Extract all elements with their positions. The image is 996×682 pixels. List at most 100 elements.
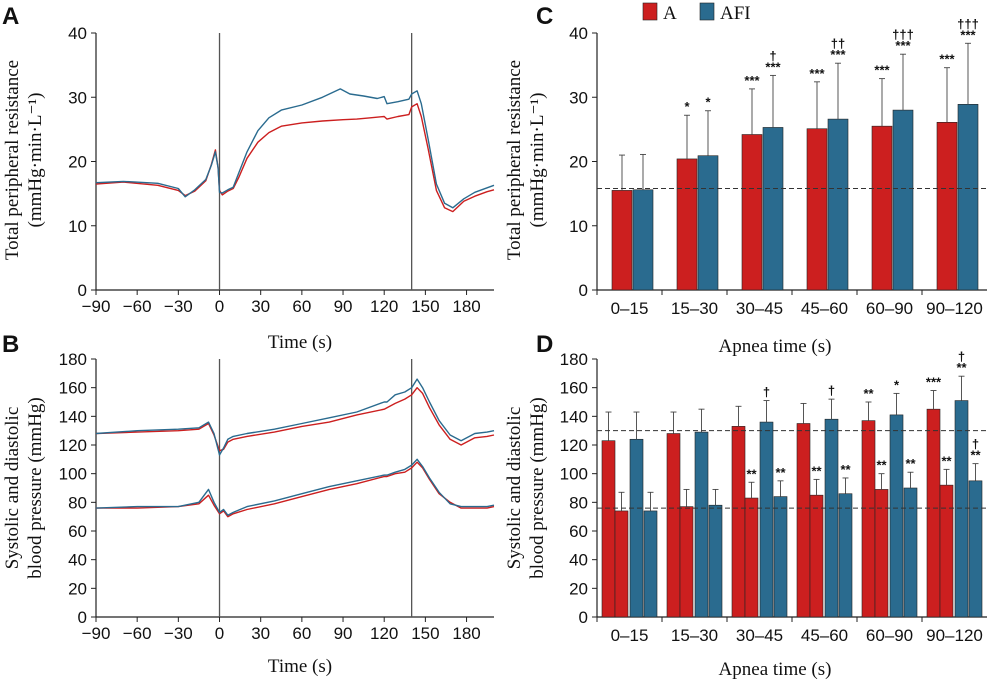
panel-d-bar xyxy=(809,494,824,618)
panel-d-bar xyxy=(759,421,774,618)
panel-d-bar xyxy=(614,510,629,618)
panel-a-x-tick-label: 120 xyxy=(370,297,398,316)
panel-a-y-tick-label: 20 xyxy=(68,153,87,172)
panel-d-significance-label: ** xyxy=(956,360,967,375)
panel-c-bar xyxy=(871,125,893,291)
legend-swatch-a xyxy=(642,2,658,21)
panel-d-bar xyxy=(744,497,759,618)
panel-b-series-a-diastolic xyxy=(96,461,495,518)
panel-c-x-tick-label: 15–30 xyxy=(671,299,718,318)
panel-a-y-label-line1: Total peripheral resistance xyxy=(2,60,23,260)
panel-c-significance-label: *** xyxy=(809,66,825,81)
panel-d-y-tick-label: 120 xyxy=(560,436,588,455)
panel-c-significance-label: * xyxy=(684,99,690,114)
panel-c-significance-label: *** xyxy=(765,59,781,74)
panel-d-bar xyxy=(708,504,723,618)
panel-d-y-tick-label: 80 xyxy=(569,493,588,512)
panel-b-x-label: Time (s) xyxy=(268,656,332,677)
panel-b-x-tick-label: 120 xyxy=(370,624,398,643)
panel-d-bar xyxy=(643,510,658,618)
panel-d-bar xyxy=(861,420,876,618)
panel-b-y-tick-label: 0 xyxy=(78,608,87,627)
panel-a-y-tick-label: 10 xyxy=(68,217,87,236)
panel-a-x-tick-label: 150 xyxy=(411,297,439,316)
panel-c-significance-label: *** xyxy=(939,52,955,67)
panel-d-bar xyxy=(629,438,644,618)
panel-c-y-label-line2: (mmHg·min·L⁻¹) xyxy=(527,93,548,228)
panel-d-dagger-label: † xyxy=(958,349,965,364)
panel-d-bar xyxy=(926,408,941,618)
panel-c-x-tick-label: 90–120 xyxy=(926,299,983,318)
panel-c-y-tick-label: 40 xyxy=(569,24,588,43)
panel-c-x-tick-label: 60–90 xyxy=(866,299,913,318)
panel-c-significance-label: * xyxy=(705,95,711,110)
panel-d-significance-label: ** xyxy=(863,386,874,401)
panel-d-x-label: Apnea time (s) xyxy=(719,659,832,680)
panel-d-significance-label: ** xyxy=(840,462,851,477)
panel-d-significance-label: ** xyxy=(941,453,952,468)
panel-a-y-tick-label: 40 xyxy=(68,24,87,43)
panel-d-bar xyxy=(694,431,709,618)
panel-d-y-tick-label: 0 xyxy=(579,608,588,627)
panel-b-y-tick-label: 160 xyxy=(59,379,87,398)
panel-d-y-tick-label: 20 xyxy=(569,579,588,598)
panel-a-x-tick-label: 180 xyxy=(452,297,480,316)
panel-d-x-tick-label: 15–30 xyxy=(671,626,718,645)
panel-d-y-tick-label: 160 xyxy=(560,379,588,398)
panel-d-y-tick-label: 140 xyxy=(560,407,588,426)
panel-d-significance-label: ** xyxy=(746,466,757,481)
panel-b-bp-timecourse: 0 20 40 60 80 100 120 140 160 180 −90 −60 −30 0 30 60 90… xyxy=(59,350,495,643)
panel-a-x-tick-label: 90 xyxy=(334,297,353,316)
panel-d-bar xyxy=(954,400,969,618)
panel-c-tpr-bars: 0 10 20 30 40 0–15 15–30 30–45 45–60 60–90 90–120 *… xyxy=(569,16,987,318)
panel-d-bar xyxy=(796,423,811,618)
panel-d-bar xyxy=(838,493,853,618)
panel-d-bar xyxy=(939,484,954,618)
panel-b-x-tick-label: 90 xyxy=(334,624,353,643)
panel-b-x-tick-label: 30 xyxy=(251,624,270,643)
panel-c-bar xyxy=(632,189,654,291)
panel-b-y-label-line1: Systolic and diastolic xyxy=(2,407,23,570)
panel-d-significance-label: ** xyxy=(970,448,981,463)
legend: A AFI xyxy=(642,2,751,24)
panel-c-bar xyxy=(697,155,719,291)
panel-c-bar xyxy=(762,127,784,291)
panel-d-x-tick-label: 30–45 xyxy=(736,626,783,645)
panel-c-significance-label: *** xyxy=(830,47,846,62)
legend-label-a: A xyxy=(663,3,677,24)
panel-a-y-tick-label: 0 xyxy=(78,281,87,300)
panel-a-x-tick-label: −60 xyxy=(123,297,152,316)
panel-d-significance-label: ** xyxy=(811,463,822,478)
panel-c-bar xyxy=(936,122,958,291)
panel-c-bar xyxy=(676,158,698,291)
panel-a-series-a xyxy=(95,103,495,213)
panel-d-bar xyxy=(773,496,788,618)
panel-c-significance-label: *** xyxy=(744,73,760,88)
panel-d-bar xyxy=(903,487,918,618)
panel-b-y-tick-label: 60 xyxy=(68,522,87,541)
legend-swatch-afi xyxy=(699,2,715,21)
panel-b-x-tick-label: 150 xyxy=(411,624,439,643)
panel-c-bar xyxy=(827,118,849,291)
panel-a-x-tick-label: −30 xyxy=(164,297,193,316)
panel-c-bar xyxy=(892,109,914,291)
panel-b-x-tick-label: −60 xyxy=(123,624,152,643)
panel-b-x-tick-label: 60 xyxy=(292,624,311,643)
panel-d-dagger-label: † xyxy=(972,437,979,452)
panel-d-dagger-label: † xyxy=(828,383,835,398)
panel-d-significance-label: ** xyxy=(775,465,786,480)
panel-d-y-label-line2: blood pressure (mmHg) xyxy=(527,397,548,579)
panel-letter-d: D xyxy=(536,331,553,358)
panel-b-y-tick-label: 100 xyxy=(59,465,87,484)
panel-d-y-label-line1: Systolic and diastolic xyxy=(504,407,525,570)
panel-b-series-afi-systolic xyxy=(95,378,495,456)
panel-d-bar xyxy=(889,414,904,618)
panel-c-y-tick-label: 20 xyxy=(569,153,588,172)
panel-d-y-tick-label: 100 xyxy=(560,465,588,484)
panel-a-x-tick-label: 30 xyxy=(251,297,270,316)
panel-c-bar xyxy=(957,104,979,291)
panel-a-x-tick-label: 60 xyxy=(292,297,311,316)
panel-a-series-afi xyxy=(95,88,495,209)
panel-b-y-label-line2: blood pressure (mmHg) xyxy=(25,397,46,579)
panel-letter-a: A xyxy=(2,3,19,30)
